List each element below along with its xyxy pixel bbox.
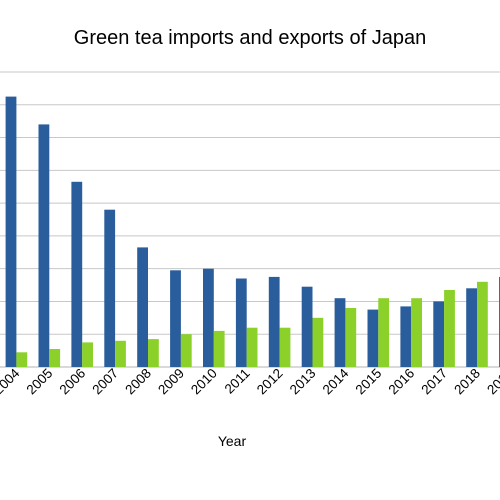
- bar-series-2-2017: [444, 290, 455, 367]
- bar-series-2-2009: [180, 334, 192, 367]
- bar-series-1-2012: [268, 276, 280, 367]
- bar-series-1-2010: [203, 268, 214, 367]
- x-axis-label: Year: [218, 433, 247, 449]
- bar-series-2-2018: [477, 281, 488, 367]
- bar-series-2-2005: [49, 349, 61, 367]
- bar-series-2-2013: [312, 317, 324, 367]
- bar-series-2-2016: [411, 298, 422, 367]
- x-tick-label: 2013: [287, 366, 319, 398]
- x-tick-label: 2016: [385, 366, 417, 398]
- x-tick-label: 2004: [0, 365, 23, 397]
- bar-series-1-2008: [137, 247, 148, 367]
- gridlines: [0, 71, 500, 368]
- x-tick-label: 2017: [418, 366, 450, 398]
- x-tick-label: 2019: [484, 366, 500, 398]
- bar-series-1-2004: [5, 96, 17, 367]
- bar-series-2-2007: [115, 340, 126, 367]
- bar-series-1-2014: [334, 298, 346, 367]
- x-tick-label: 2007: [89, 366, 121, 398]
- bar-series-1-2007: [104, 209, 116, 367]
- bar-series-1-2013: [301, 286, 313, 367]
- bar-series-1-2015: [367, 309, 379, 367]
- bar-series-2-2011: [246, 327, 258, 367]
- bar-series-1-2016: [400, 306, 412, 367]
- bar-series-2-2015: [378, 298, 390, 367]
- bar-series-1-2018: [466, 288, 477, 367]
- x-tick-label: 2014: [320, 365, 352, 397]
- bar-series-2-2012: [279, 327, 291, 367]
- bar-series-1-2011: [235, 278, 247, 367]
- bar-series-2-2014: [345, 308, 357, 367]
- bar-series-1-2006: [71, 181, 83, 367]
- bar-series-2-2006: [82, 342, 93, 367]
- x-tick-label: 2008: [122, 366, 154, 398]
- bar-series-1-2009: [170, 270, 181, 367]
- x-tick-label: 2011: [222, 366, 253, 397]
- bar-series-1-2005: [38, 124, 50, 368]
- bar-series-2-2010: [213, 330, 225, 367]
- x-tick-label: 2005: [24, 366, 56, 398]
- x-tick-labels: 2003200420052006200720082009201020112012…: [0, 365, 500, 397]
- bars: [5, 96, 500, 368]
- x-tick-label: 2010: [188, 366, 220, 398]
- chart-title: Green tea imports and exports of Japan: [74, 27, 426, 49]
- x-tick-label: 2012: [254, 366, 286, 398]
- bar-series-1-2017: [433, 301, 445, 367]
- x-tick-label: 2006: [56, 366, 88, 398]
- x-tick-label: 2018: [451, 366, 483, 398]
- bar-series-2-2008: [148, 339, 159, 367]
- x-tick-label: 2015: [353, 366, 385, 398]
- bar-series-2-2004: [16, 352, 28, 368]
- x-tick-label: 2009: [155, 366, 187, 398]
